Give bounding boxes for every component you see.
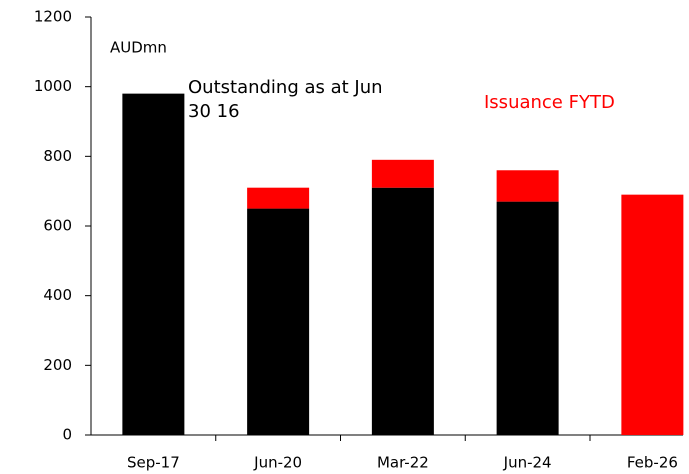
x-tick-label: Jun-20	[253, 454, 302, 472]
y-tick-label: 0	[62, 426, 72, 444]
x-tick-label: Mar-22	[377, 454, 429, 472]
y-tick-label: 200	[43, 356, 72, 374]
bar-segment	[371, 187, 434, 435]
y-tick-label: 1000	[34, 77, 72, 95]
bar-segment	[621, 194, 684, 435]
bar-segment	[247, 187, 310, 209]
bar-segment	[496, 170, 559, 202]
y-tick-label: 800	[43, 147, 72, 165]
legend-label: Outstanding as at Jun 30 16	[188, 77, 383, 122]
legend-label: Issuance FYTD	[484, 92, 615, 113]
bar-segment	[247, 208, 310, 435]
bar-segment	[371, 159, 434, 188]
x-tick-label: Feb-26	[627, 454, 678, 472]
bar-segment	[122, 93, 185, 435]
y-tick-label: 1200	[34, 8, 72, 26]
y-axis-label: AUDmn	[110, 39, 167, 57]
y-tick-label: 400	[43, 286, 72, 304]
x-tick-label: Sep-17	[127, 454, 180, 472]
y-tick-label: 600	[43, 217, 72, 235]
x-tick-label: Jun-24	[503, 454, 552, 472]
bar-segment	[496, 201, 559, 435]
